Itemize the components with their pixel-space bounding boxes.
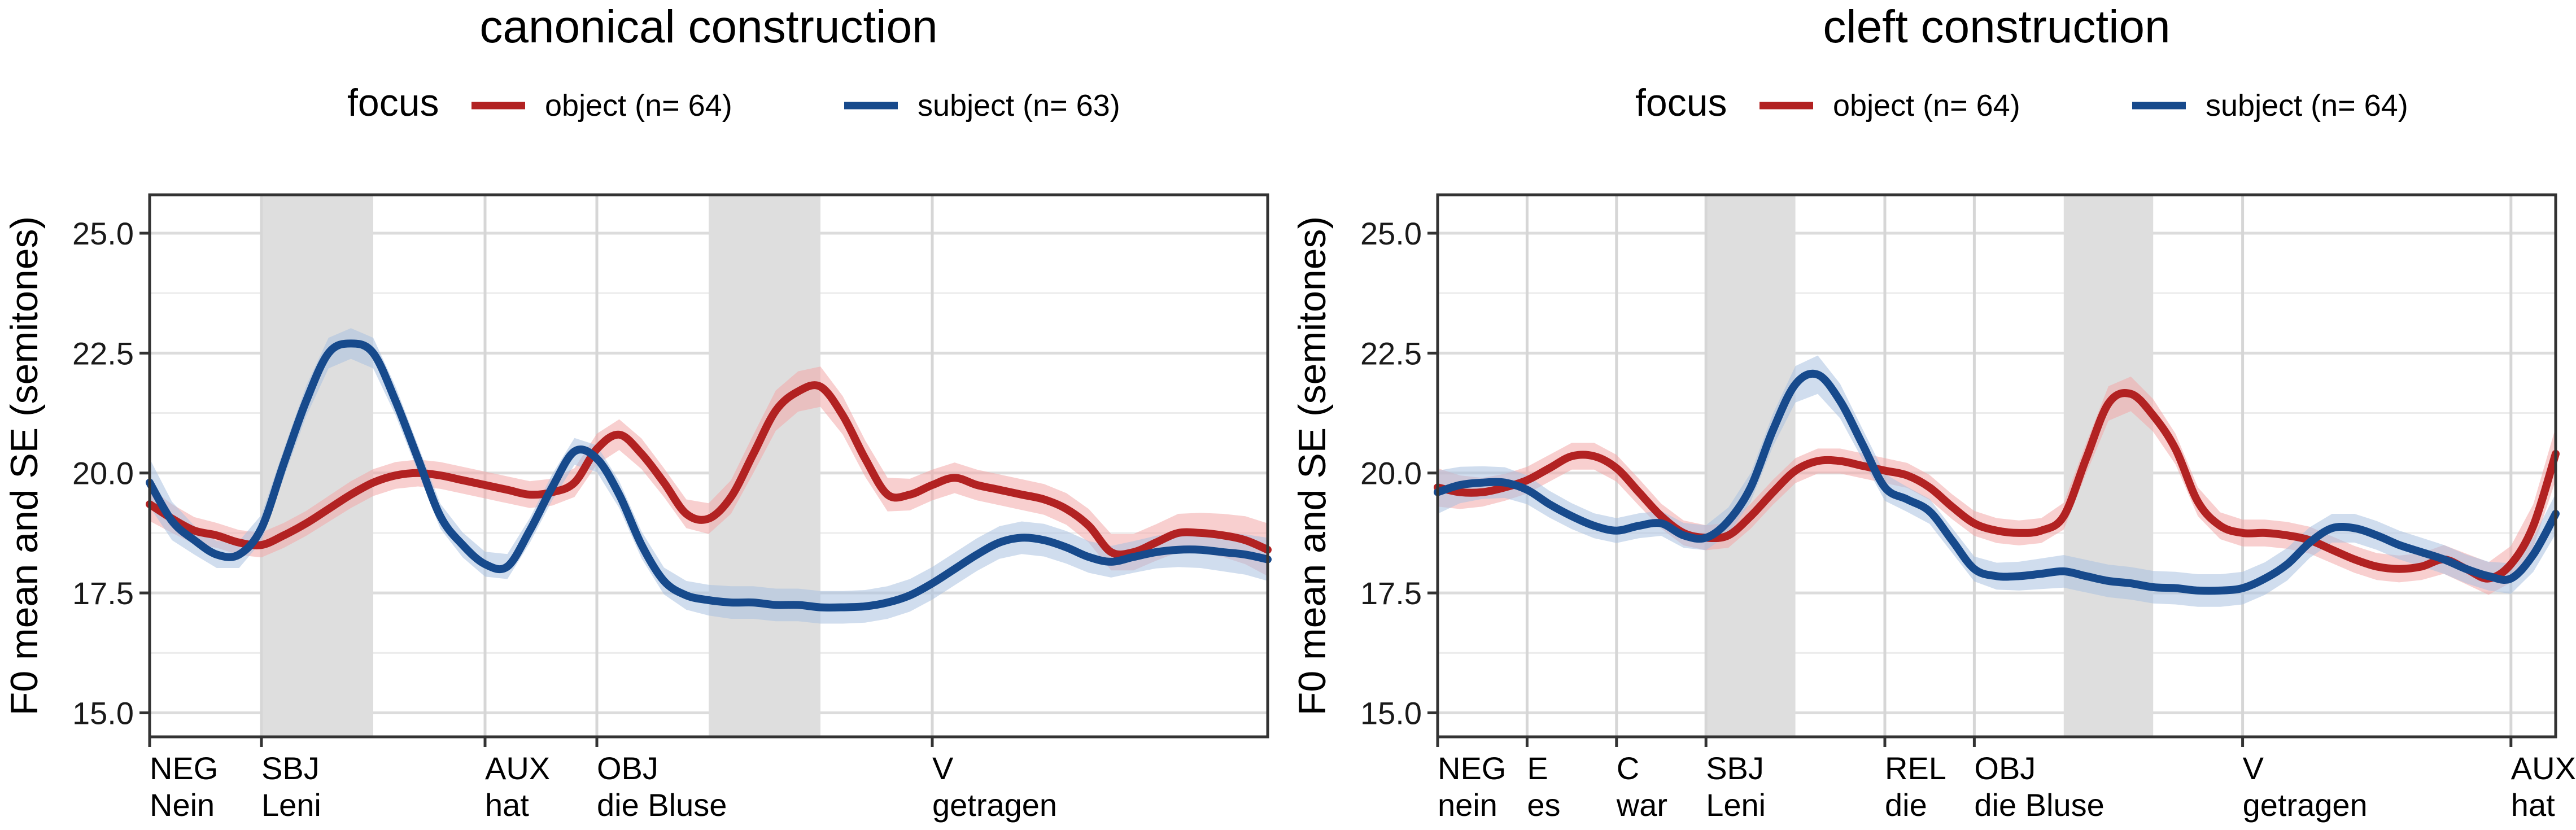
y-tick-label: 15.0	[1360, 696, 1422, 731]
word-label-word: war	[1616, 787, 1667, 823]
focus-shaded-region	[1706, 195, 1796, 737]
word-label-syntax: NEG	[150, 750, 218, 786]
legend-label-subject: subject (n= 63)	[918, 89, 1120, 123]
word-label-syntax: OBJ	[1974, 750, 2036, 786]
word-label-syntax: V	[932, 750, 954, 786]
focus-shaded-region	[2063, 195, 2154, 737]
word-label-syntax: SBJ	[1706, 750, 1764, 786]
word-label-syntax: AUX	[2511, 750, 2576, 786]
legend-title: focus	[347, 81, 439, 124]
y-axis-label: F0 mean and SE (semitones)	[3, 216, 46, 715]
word-label-word: die	[1885, 787, 1927, 823]
word-label-word: hat	[2511, 787, 2555, 823]
word-label-syntax: NEG	[1438, 750, 1506, 786]
y-tick-label: 15.0	[72, 696, 134, 731]
y-tick-label: 25.0	[1360, 216, 1422, 251]
legend-label-object: object (n= 64)	[1833, 89, 2020, 123]
focus-shaded-region	[709, 195, 820, 737]
plot-area	[146, 195, 1272, 737]
chart-panel-canonical: canonical construction focus object (n= 64…	[3, 1, 1272, 823]
plot-border	[1436, 193, 2557, 739]
word-label-word: nein	[1438, 787, 1497, 823]
plot-border	[148, 193, 1269, 739]
word-label-word: Nein	[150, 787, 215, 823]
word-label-word: Leni	[1706, 787, 1766, 823]
chart-panel-cleft: cleft construction focus object (n= 64) sub…	[1288, 0, 2576, 830]
chart-svg: canonical construction focus object (n= 64…	[3, 1, 1272, 823]
word-label-syntax: C	[1617, 750, 1639, 786]
word-label-word: Leni	[261, 787, 321, 823]
y-tick-label: 22.5	[72, 335, 134, 371]
y-tick-label: 25.0	[72, 216, 134, 251]
word-label-syntax: E	[1527, 750, 1548, 786]
chart-svg: cleft construction focus object (n= 64) sub…	[1291, 1, 2576, 823]
y-tick-label: 17.5	[72, 575, 134, 611]
word-label-word: getragen	[2243, 787, 2368, 823]
y-tick-label: 20.0	[72, 456, 134, 491]
legend-label-subject: subject (n= 64)	[2206, 89, 2408, 123]
word-label-word: die Bluse	[1974, 787, 2104, 823]
word-label-syntax: AUX	[485, 750, 550, 786]
word-label-word: hat	[485, 787, 529, 823]
legend-title: focus	[1635, 81, 1727, 124]
series-line-subject	[1434, 369, 2560, 595]
chart-title: cleft construction	[1823, 1, 2170, 53]
word-label-word: getragen	[932, 787, 1057, 823]
word-label-word: es	[1527, 787, 1560, 823]
legend: focus object (n= 64) subject (n= 64)	[1635, 81, 2408, 124]
word-label-syntax: OBJ	[597, 750, 658, 786]
word-label-word: die Bluse	[597, 787, 727, 823]
legend: focus object (n= 64) subject (n= 63)	[347, 81, 1120, 124]
word-label-syntax: SBJ	[261, 750, 320, 786]
chart-title: canonical construction	[479, 1, 937, 53]
y-tick-label: 20.0	[1360, 456, 1422, 491]
y-axis-label: F0 mean and SE (semitones)	[1291, 216, 1334, 715]
legend-label-object: object (n= 64)	[545, 89, 732, 123]
word-label-syntax: REL	[1885, 750, 1946, 786]
series-line-object	[146, 381, 1272, 559]
series-line-object	[1434, 389, 2560, 583]
word-label-syntax: V	[2243, 750, 2264, 786]
series-line-subject	[146, 339, 1272, 611]
y-tick-label: 22.5	[1360, 335, 1422, 371]
plot-area	[1434, 195, 2560, 737]
y-tick-label: 17.5	[1360, 575, 1422, 611]
